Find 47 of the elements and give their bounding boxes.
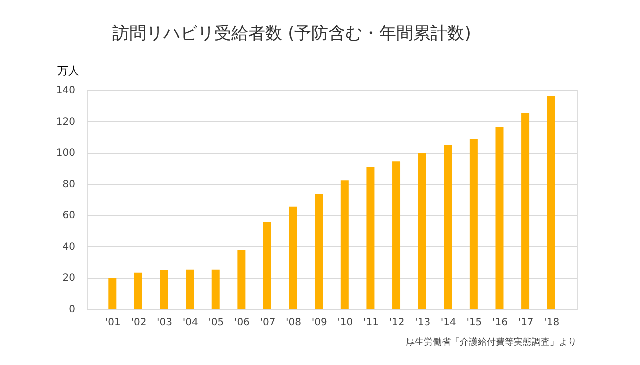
chart-title: 訪問リハビリ受給者数 (予防含む・年間累計数) bbox=[112, 24, 472, 44]
y-tick-label: 40 bbox=[62, 242, 76, 253]
x-tick-label: '08 bbox=[286, 318, 302, 328]
bar bbox=[366, 167, 375, 309]
x-tick-label: '10 bbox=[338, 318, 354, 328]
y-tick-label: 140 bbox=[56, 86, 76, 96]
y-tick-label: 0 bbox=[69, 304, 76, 316]
y-tick-label: 60 bbox=[62, 210, 76, 222]
y-tick-label: 80 bbox=[62, 179, 76, 190]
x-tick-label: '05 bbox=[208, 318, 224, 328]
bar bbox=[547, 96, 556, 309]
bar bbox=[496, 128, 504, 309]
bar bbox=[263, 222, 272, 309]
x-tick-label: '15 bbox=[466, 318, 482, 328]
bar bbox=[238, 250, 246, 309]
bar bbox=[160, 270, 168, 309]
x-tick-label: '06 bbox=[234, 318, 250, 328]
bar bbox=[108, 278, 117, 309]
bar bbox=[186, 270, 194, 309]
x-tick-label: '14 bbox=[440, 318, 456, 328]
bar bbox=[212, 270, 220, 309]
x-tick-label: '07 bbox=[260, 318, 276, 328]
x-tick-label: '09 bbox=[312, 318, 328, 328]
x-tick-label: '03 bbox=[157, 318, 172, 328]
bar bbox=[418, 153, 426, 309]
bar bbox=[444, 145, 452, 309]
x-tick-label: '04 bbox=[182, 318, 198, 328]
x-tick-label: '11 bbox=[363, 318, 379, 328]
x-tick-label: '01 bbox=[105, 318, 121, 328]
x-tick-label: '12 bbox=[389, 318, 405, 328]
x-tick-label: '02 bbox=[131, 318, 147, 328]
y-tick-label: 20 bbox=[62, 273, 76, 284]
bar bbox=[134, 272, 142, 309]
y-tick-label: 120 bbox=[56, 116, 76, 128]
bar bbox=[340, 180, 349, 309]
bar bbox=[392, 162, 401, 309]
y-axis-title: 万人 bbox=[58, 64, 80, 78]
bar bbox=[470, 139, 478, 309]
bar bbox=[289, 206, 298, 309]
y-tick-label: 100 bbox=[56, 148, 76, 160]
x-tick-label: '13 bbox=[415, 318, 431, 328]
x-tick-label: '16 bbox=[492, 318, 508, 328]
bar bbox=[522, 113, 530, 309]
x-tick-label: '18 bbox=[544, 318, 560, 328]
bar bbox=[315, 194, 324, 309]
x-tick-label: '17 bbox=[518, 318, 534, 328]
text: 厚生労働省「介護給付費等実態調査」より bbox=[406, 337, 577, 348]
